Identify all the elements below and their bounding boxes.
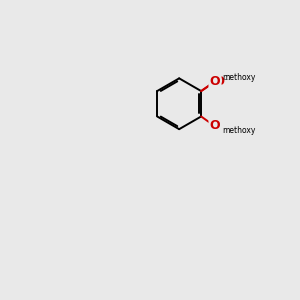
Text: methoxy: methoxy <box>223 126 256 135</box>
Text: O: O <box>214 74 224 88</box>
Text: O: O <box>210 119 220 132</box>
Text: methoxy: methoxy <box>226 75 232 76</box>
Text: O: O <box>210 75 220 88</box>
Text: methoxy: methoxy <box>223 73 256 82</box>
Text: methoxy: methoxy <box>225 78 231 80</box>
